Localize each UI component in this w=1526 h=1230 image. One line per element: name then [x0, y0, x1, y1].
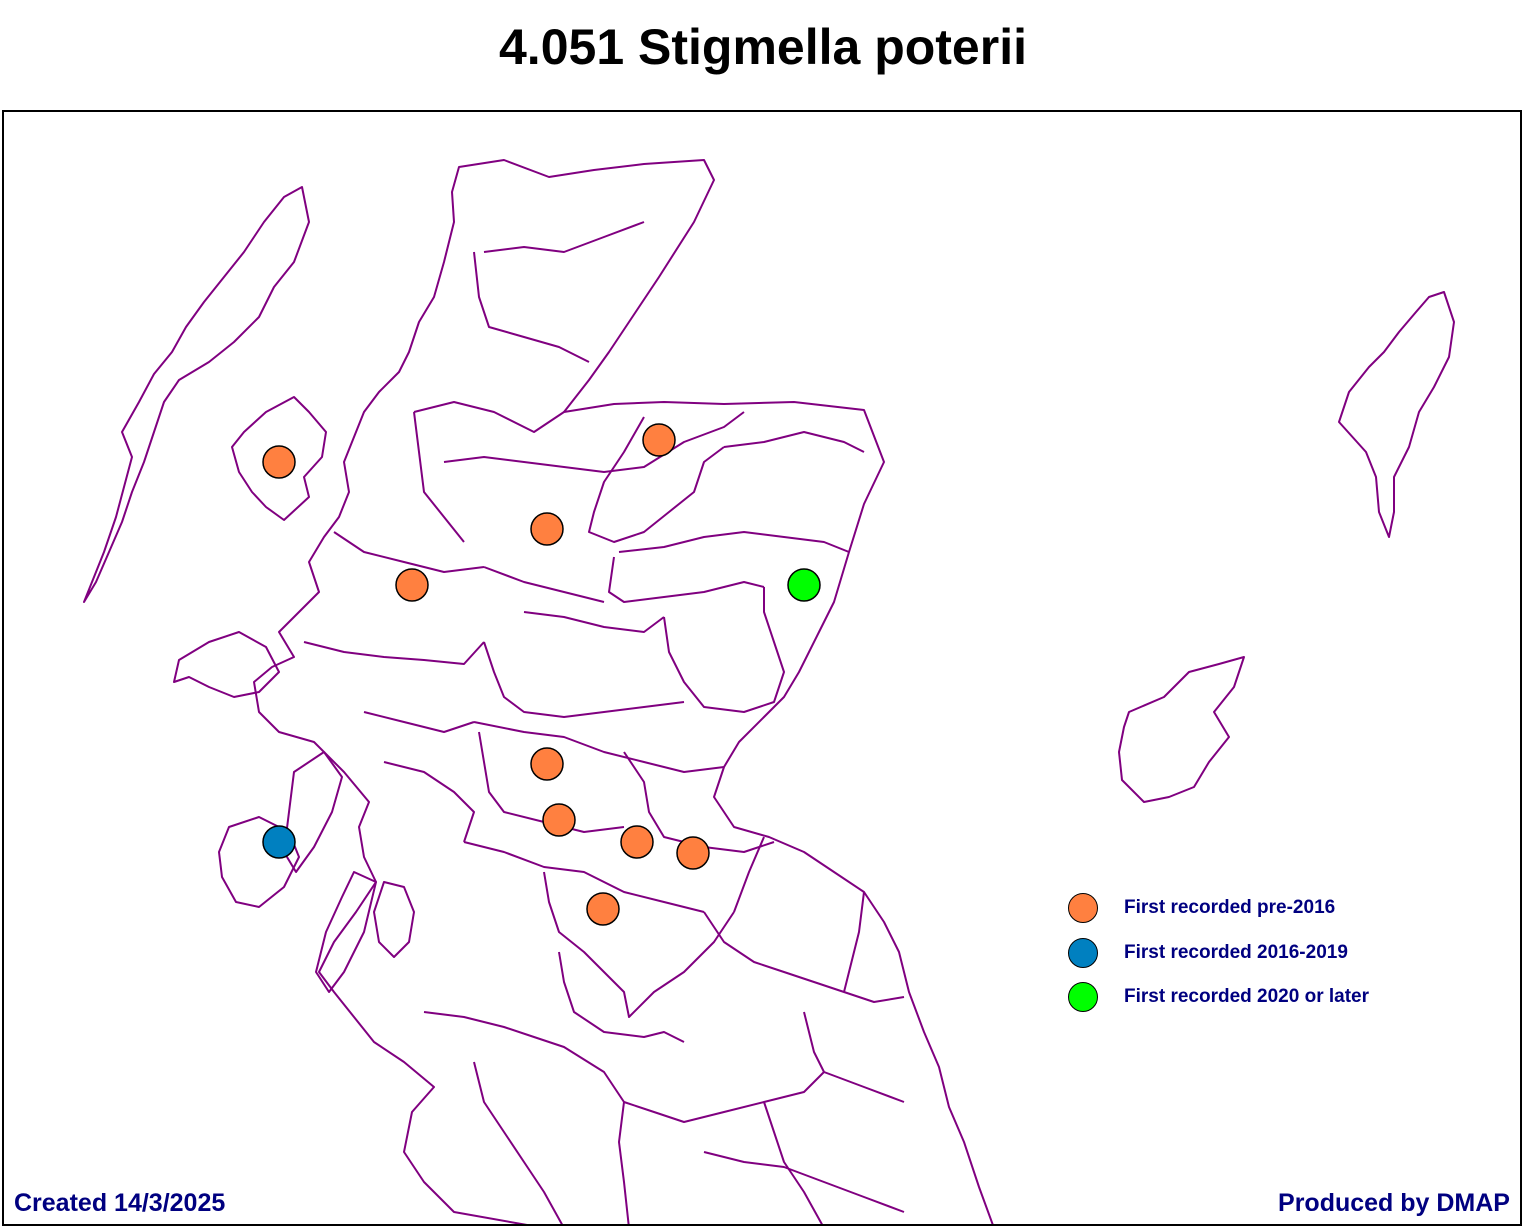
legend-swatch-2016-2019 — [1068, 938, 1098, 968]
vc-boundary-17 — [463, 841, 705, 913]
mull-outline — [173, 631, 280, 698]
scotland-vice-county-map — [83, 159, 1455, 1224]
record-marker-pre2016 — [676, 836, 710, 870]
orkney-outline — [1118, 656, 1245, 803]
vc-boundary-1 — [483, 221, 645, 253]
vc-boundary-23 — [623, 1071, 825, 1123]
vc-boundary-22 — [473, 1061, 563, 1224]
mainland-outline — [253, 159, 994, 1224]
vc-boundary-5 — [443, 411, 745, 473]
shetland-outline — [1338, 291, 1455, 538]
vc-boundary-13 — [483, 641, 685, 718]
vc-boundary-31 — [303, 641, 485, 665]
vc-boundary-27 — [703, 1151, 905, 1213]
legend-label-2016-2019: First recorded 2016-2019 — [1124, 942, 1348, 963]
vc-boundary-8 — [618, 531, 850, 553]
vc-boundary-25 — [763, 1101, 823, 1224]
vc-boundary-12 — [663, 587, 785, 713]
vice-county-boundaries — [83, 159, 1455, 1224]
vc-boundary-11 — [523, 611, 665, 633]
vc-boundary-28 — [843, 891, 865, 993]
jura-outline — [283, 751, 343, 873]
islay-outline — [218, 816, 300, 908]
vc-boundary-20 — [558, 951, 685, 1043]
record-marker-pre2016 — [542, 803, 576, 837]
vc-boundary-33 — [383, 761, 475, 843]
map-title: 4.051 Stigmella poterii — [499, 19, 1027, 75]
legend-item-pre2016: First recorded pre-2016 — [1068, 890, 1335, 926]
legend-item-2016-2019: First recorded 2016-2019 — [1068, 935, 1348, 971]
skye-outline — [231, 396, 327, 521]
created-date: Created 14/3/2025 — [14, 1189, 226, 1217]
vc-boundary-2 — [473, 251, 590, 363]
vc-boundary-29 — [733, 836, 765, 913]
map-frame: First recorded pre-2016 First recorded 2… — [2, 110, 1522, 1226]
vc-boundary-24 — [618, 1101, 630, 1224]
vc-boundary-21 — [423, 1011, 625, 1103]
vc-boundary-3 — [413, 401, 565, 433]
vc-boundary-26 — [803, 1011, 905, 1103]
vc-boundary-19 — [703, 911, 905, 1003]
legend-label-2020-or-later: First recorded 2020 or later — [1124, 986, 1369, 1007]
legend-label-pre2016: First recorded pre-2016 — [1124, 897, 1336, 918]
vc-boundary-9 — [608, 556, 765, 603]
vc-boundary-30 — [333, 531, 485, 573]
record-marker-pre2016 — [530, 747, 564, 781]
record-marker-pre2016 — [262, 445, 296, 479]
record-marker-pre2016 — [642, 423, 676, 457]
legend-swatch-2020-or-later — [1068, 982, 1098, 1012]
arran-outline — [373, 881, 415, 958]
vc-boundary-7 — [723, 431, 865, 453]
vc-boundary-14 — [473, 721, 725, 773]
legend-item-2020-or-later: First recorded 2020 or later — [1068, 979, 1369, 1015]
vc-boundary-32 — [363, 711, 475, 733]
record-marker-2016-2019 — [262, 825, 296, 859]
vc-boundary-18 — [543, 871, 735, 1018]
vc-boundary-16 — [623, 751, 775, 853]
outer-hebrides-outline — [83, 186, 310, 603]
legend-swatch-pre2016 — [1068, 893, 1098, 923]
record-marker-pre2016 — [620, 825, 654, 859]
record-marker-pre2016 — [530, 512, 564, 546]
produced-by: Produced by DMAP — [1278, 1189, 1510, 1217]
vc-boundary-10 — [483, 566, 605, 603]
record-marker-pre2016 — [586, 892, 620, 926]
record-marker-2020-or-later — [787, 568, 821, 602]
record-markers — [262, 423, 821, 926]
kintyre-outline — [315, 871, 377, 993]
record-marker-pre2016 — [395, 568, 429, 602]
vc-boundary-6 — [588, 416, 725, 543]
vc-boundary-4 — [413, 411, 465, 543]
vc-boundary-15 — [478, 731, 625, 833]
